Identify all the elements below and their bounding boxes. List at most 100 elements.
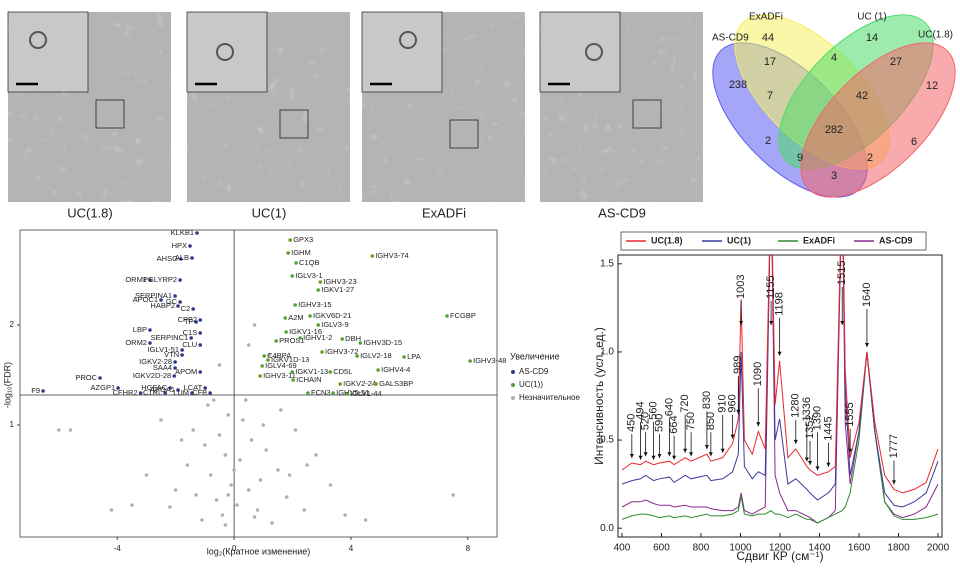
point — [267, 353, 271, 357]
point — [286, 251, 290, 255]
peak-arrowhead — [804, 457, 809, 462]
peak-arrowhead — [651, 455, 656, 460]
peak-label: 1352 — [804, 415, 816, 439]
point-label: IGKV1-16 — [289, 327, 322, 336]
point — [178, 278, 182, 282]
x-tick-label: 1400 — [808, 543, 831, 554]
zoom-box — [279, 109, 309, 139]
point — [198, 343, 203, 347]
point — [168, 386, 172, 390]
venn-count: 6 — [911, 136, 917, 148]
point-label: IGKV2-24 — [343, 379, 376, 388]
inset-texture — [187, 12, 267, 92]
point — [258, 478, 263, 482]
point — [217, 363, 222, 367]
point-label: IGLV2-18 — [360, 351, 392, 360]
point-label: CD5L — [333, 367, 352, 376]
point-label: SAA4 — [153, 363, 172, 372]
point-label: TF — [184, 317, 194, 326]
inset-texture — [8, 12, 88, 92]
point-label: IGHV3-72 — [325, 347, 358, 356]
point — [262, 354, 266, 358]
point — [180, 353, 184, 357]
point — [232, 468, 236, 472]
point — [302, 508, 307, 512]
point — [318, 280, 323, 284]
y-tick-label: 0.5 — [600, 435, 614, 446]
point — [173, 294, 177, 298]
point — [148, 341, 152, 345]
point — [188, 244, 192, 248]
point — [294, 261, 298, 265]
peak-label: 1090 — [752, 362, 764, 386]
venn-count: 282 — [825, 124, 843, 136]
point — [274, 339, 278, 343]
point-label: CPB2 — [178, 315, 198, 324]
point — [241, 418, 245, 422]
vesicle — [216, 43, 234, 61]
venn-count: 44 — [762, 32, 774, 44]
point — [266, 358, 270, 362]
point — [191, 307, 196, 311]
peak-label: 989 — [732, 356, 744, 374]
peak-arrowhead — [769, 321, 774, 325]
legend-title: Увеличение — [510, 351, 560, 361]
inset-texture — [540, 12, 620, 92]
point-label: AHSG — [157, 254, 178, 263]
point — [57, 428, 61, 432]
point — [252, 515, 257, 519]
point — [211, 398, 216, 402]
point — [358, 341, 363, 345]
peak-arrowhead — [730, 434, 735, 439]
venn-count: 14 — [866, 32, 878, 44]
venn-count: 2 — [867, 152, 873, 164]
point — [206, 403, 210, 407]
x-tick-label: 1600 — [848, 543, 871, 554]
point-label: IGHV3D-15 — [363, 338, 402, 347]
point-label: IGKV1-13 — [295, 367, 328, 376]
venn-count: 7 — [767, 90, 773, 102]
point — [243, 398, 248, 402]
point-label: F9 — [31, 386, 40, 395]
point — [138, 391, 143, 395]
y-tick-label: 1.5 — [600, 258, 614, 269]
peak-label: 1336 — [801, 397, 813, 421]
point-label: GPX3 — [293, 235, 313, 244]
point — [159, 418, 163, 422]
point — [208, 473, 213, 477]
peak-arrowhead — [638, 455, 643, 460]
point — [343, 513, 347, 517]
point-label: IGHV5-51 — [336, 388, 369, 397]
point — [190, 256, 194, 260]
peak-label: 450 — [626, 414, 638, 432]
point-label: IGHV3-11 — [263, 371, 296, 380]
y-axis-label: -log₁₀(FDR) — [2, 362, 12, 408]
point — [260, 364, 264, 368]
point — [288, 238, 292, 242]
point — [328, 483, 333, 487]
point — [173, 360, 177, 364]
point — [284, 330, 288, 334]
point — [290, 370, 295, 374]
point-label: C1QB — [299, 258, 319, 267]
point-label: GC — [166, 297, 178, 306]
point — [168, 505, 172, 509]
point-label: ORM2 — [125, 338, 147, 347]
point — [116, 386, 120, 390]
point-label: IGHV3-23 — [323, 277, 356, 286]
point — [355, 354, 359, 358]
peak-arrowhead — [667, 452, 672, 457]
point-label: PROC — [75, 373, 97, 382]
point-label: AZGP1 — [91, 383, 116, 392]
peak-arrowhead — [826, 462, 831, 467]
point-label: PGLYRP2 — [143, 275, 177, 284]
point-label: APOC1 — [133, 295, 158, 304]
point — [331, 391, 335, 395]
point-label: VTN — [164, 350, 179, 359]
point-label: IGKV6D-21 — [313, 311, 351, 320]
point-label: DBH — [345, 334, 361, 343]
point-label: FCN3 — [311, 388, 331, 397]
point — [217, 433, 222, 437]
micrograph — [361, 11, 525, 202]
point — [203, 443, 207, 447]
